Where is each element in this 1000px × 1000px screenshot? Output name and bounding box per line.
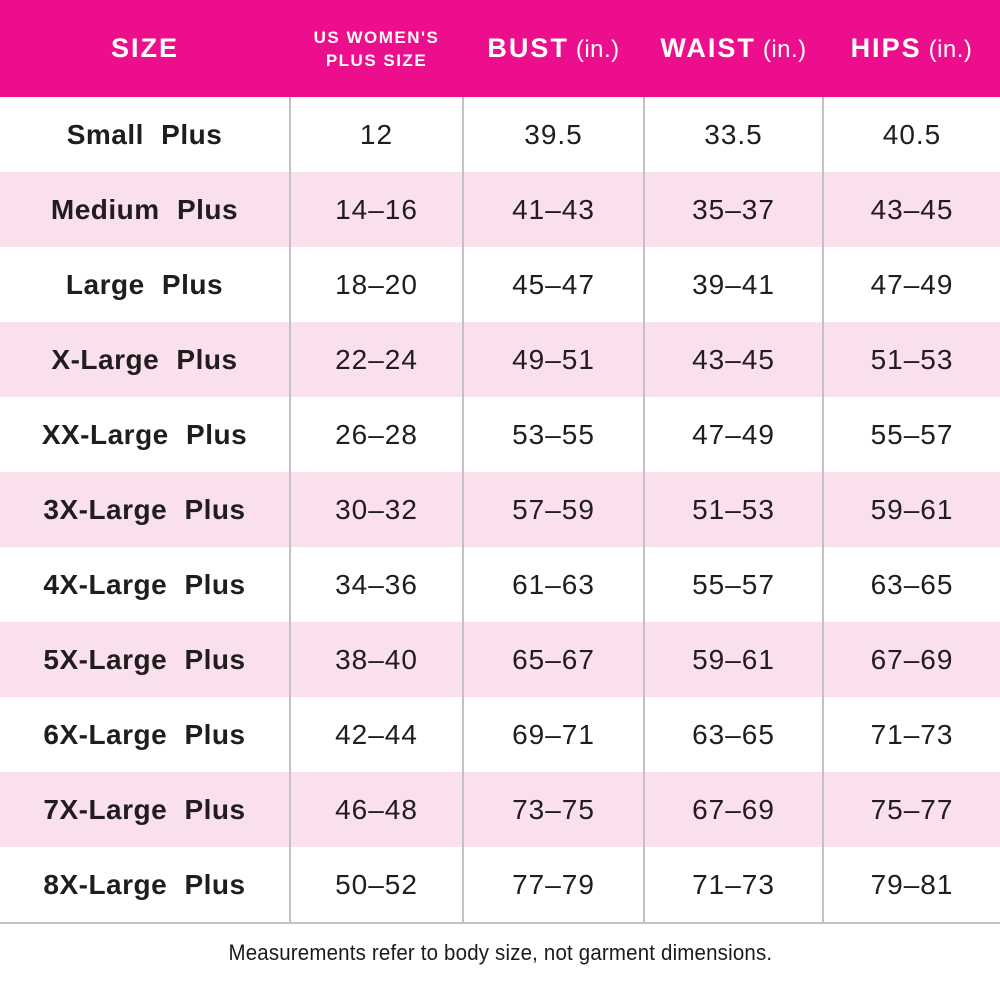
size-cell: X-Large Plus: [0, 322, 290, 397]
us-womens-plus-size-cell: 18–20: [289, 247, 463, 322]
hips-cell: 40.5: [822, 97, 1000, 172]
us-womens-plus-size-cell: 22–24: [289, 322, 463, 397]
size-cell: 4X-Large Plus: [0, 547, 290, 622]
size-cell: Medium Plus: [0, 172, 290, 247]
column-header-waist: WAIST (in.): [644, 0, 823, 97]
waist-cell: 55–57: [643, 547, 823, 622]
column-header-size: SIZE: [0, 0, 290, 97]
waist-cell: 43–45: [643, 322, 823, 397]
us-womens-plus-size-cell: 38–40: [289, 622, 463, 697]
table-row: Large Plus 18–20 45–47 39–41 47–49: [0, 247, 1000, 322]
hips-cell: 55–57: [822, 397, 1000, 472]
size-cell: XX-Large Plus: [0, 397, 290, 472]
column-header-us-womens-plus-size: US WOMEN'S PLUS SIZE: [290, 0, 463, 97]
bust-cell: 49–51: [462, 322, 644, 397]
waist-cell: 59–61: [643, 622, 823, 697]
bust-cell: 39.5: [462, 97, 644, 172]
size-cell: 8X-Large Plus: [0, 847, 290, 923]
table-row: 3X-Large Plus 30–32 57–59 51–53 59–61: [0, 472, 1000, 547]
us-womens-plus-size-cell: 50–52: [289, 847, 463, 923]
column-header-bust: BUST (in.): [463, 0, 644, 97]
column-header-line: US WOMEN'S: [313, 27, 440, 47]
column-header-label: SIZE: [110, 33, 179, 63]
table-row: X-Large Plus 22–24 49–51 43–45 51–53: [0, 322, 1000, 397]
column-header-unit: (in.): [762, 36, 807, 63]
header-row: SIZE US WOMEN'S PLUS SIZE BUST (in.) WAIST (in…: [0, 0, 1000, 97]
bust-cell: 77–79: [462, 847, 644, 923]
size-cell: 7X-Large Plus: [0, 772, 290, 847]
us-womens-plus-size-cell: 26–28: [289, 397, 463, 472]
size-chart: SIZE US WOMEN'S PLUS SIZE BUST (in.) WAIST (in…: [0, 0, 1000, 966]
table-row: 7X-Large Plus 46–48 73–75 67–69 75–77: [0, 772, 1000, 847]
table-row: 4X-Large Plus 34–36 61–63 55–57 63–65: [0, 547, 1000, 622]
hips-cell: 79–81: [822, 847, 1000, 923]
table-row: Medium Plus 14–16 41–43 35–37 43–45: [0, 172, 1000, 247]
table-body: Small Plus 12 39.5 33.5 40.5 Medium Plus 14–16…: [0, 97, 1000, 923]
waist-cell: 47–49: [643, 397, 823, 472]
bust-cell: 41–43: [462, 172, 644, 247]
bust-cell: 57–59: [462, 472, 644, 547]
us-womens-plus-size-cell: 46–48: [289, 772, 463, 847]
size-cell: 3X-Large Plus: [0, 472, 290, 547]
table-row: 6X-Large Plus 42–44 69–71 63–65 71–73: [0, 697, 1000, 772]
hips-cell: 47–49: [822, 247, 1000, 322]
table-header: SIZE US WOMEN'S PLUS SIZE BUST (in.) WAIST (in…: [0, 0, 1000, 97]
waist-cell: 63–65: [643, 697, 823, 772]
us-womens-plus-size-cell: 34–36: [289, 547, 463, 622]
size-cell: 6X-Large Plus: [0, 697, 290, 772]
waist-cell: 51–53: [643, 472, 823, 547]
footnote-text: Measurements refer to body size, not gar…: [228, 940, 772, 965]
waist-cell: 35–37: [643, 172, 823, 247]
bust-cell: 65–67: [462, 622, 644, 697]
column-header-unit: (in.): [928, 36, 973, 63]
size-cell: 5X-Large Plus: [0, 622, 290, 697]
waist-cell: 39–41: [643, 247, 823, 322]
bust-cell: 45–47: [462, 247, 644, 322]
us-womens-plus-size-cell: 14–16: [289, 172, 463, 247]
waist-cell: 67–69: [643, 772, 823, 847]
hips-cell: 51–53: [822, 322, 1000, 397]
column-header-label: BUST: [487, 33, 569, 63]
footnote: Measurements refer to body size, not gar…: [0, 940, 1000, 966]
size-chart-table: SIZE US WOMEN'S PLUS SIZE BUST (in.) WAIST (in…: [0, 0, 1000, 924]
hips-cell: 43–45: [822, 172, 1000, 247]
hips-cell: 67–69: [822, 622, 1000, 697]
size-cell: Large Plus: [0, 247, 290, 322]
column-header-hips: HIPS (in.): [823, 0, 1000, 97]
column-header-label: HIPS: [850, 33, 922, 63]
bust-cell: 73–75: [462, 772, 644, 847]
table-row: 8X-Large Plus 50–52 77–79 71–73 79–81: [0, 847, 1000, 923]
waist-cell: 71–73: [643, 847, 823, 923]
bust-cell: 61–63: [462, 547, 644, 622]
waist-cell: 33.5: [643, 97, 823, 172]
table-row: 5X-Large Plus 38–40 65–67 59–61 67–69: [0, 622, 1000, 697]
hips-cell: 75–77: [822, 772, 1000, 847]
column-header-line: PLUS SIZE: [325, 50, 428, 70]
hips-cell: 71–73: [822, 697, 1000, 772]
bust-cell: 53–55: [462, 397, 644, 472]
hips-cell: 63–65: [822, 547, 1000, 622]
column-header-unit: (in.): [575, 36, 620, 63]
table-row: XX-Large Plus 26–28 53–55 47–49 55–57: [0, 397, 1000, 472]
us-womens-plus-size-cell: 42–44: [289, 697, 463, 772]
bust-cell: 69–71: [462, 697, 644, 772]
us-womens-plus-size-cell: 30–32: [289, 472, 463, 547]
table-row: Small Plus 12 39.5 33.5 40.5: [0, 97, 1000, 172]
column-header-label: WAIST: [660, 33, 756, 63]
hips-cell: 59–61: [822, 472, 1000, 547]
size-cell: Small Plus: [0, 97, 290, 172]
us-womens-plus-size-cell: 12: [289, 97, 463, 172]
